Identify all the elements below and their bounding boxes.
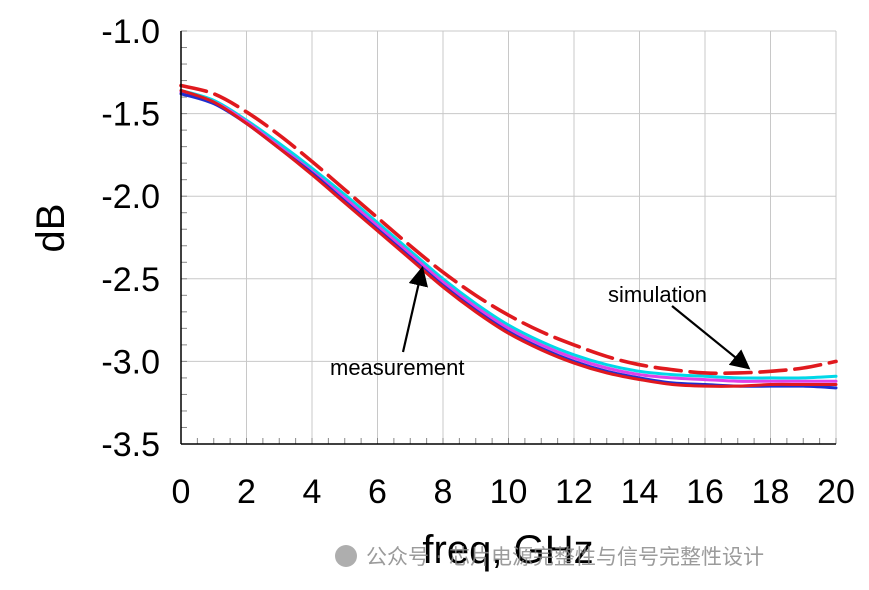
watermark: 公众号 · 芯片电源完整性与信号完整性设计 [335,545,764,569]
y-axis-title: dB [29,204,73,253]
x-tick-label: 4 [303,473,322,511]
simulation-arrow [671,305,751,370]
wechat-icon [335,545,357,567]
y-tick-label: -1.5 [101,96,160,134]
x-tick-label: 20 [817,473,855,511]
x-tick-label: 14 [621,473,659,511]
measurement-label: measurement [330,355,465,380]
x-axis-title: freq, GHz [422,528,593,572]
x-tick-label: 6 [368,473,387,511]
x-tick-label: 8 [434,473,453,511]
simulation-label: simulation [608,282,707,307]
measurement-arrow [401,266,429,353]
y-tick-label: -3.0 [101,343,160,381]
x-tick-label: 12 [555,473,593,511]
annotations: simulation measurement [330,266,751,380]
x-tick-label: 0 [172,473,191,511]
x-tick-label: 18 [752,473,790,511]
y-tick-label: -2.0 [101,178,160,216]
measurement-series-line [179,88,838,388]
simulation-series-line [179,83,838,376]
y-tick-labels: -1.0 -1.5 -2.0 -2.5 -3.0 -3.5 [101,13,160,464]
watermark-text: 公众号 · 芯片电源完整性与信号完整性设计 [366,545,764,569]
y-tick-label: -1.0 [101,13,160,51]
y-tick-label: -3.5 [101,426,160,464]
x-tick-label: 2 [237,473,256,511]
x-tick-labels: 0 2 4 6 8 10 12 14 16 18 20 [172,473,855,511]
series-group [179,83,838,390]
measurement-series-line [179,88,838,380]
y-tick-label: -2.5 [101,261,160,299]
x-tick-label: 10 [490,473,528,511]
x-tick-label: 16 [686,473,724,511]
